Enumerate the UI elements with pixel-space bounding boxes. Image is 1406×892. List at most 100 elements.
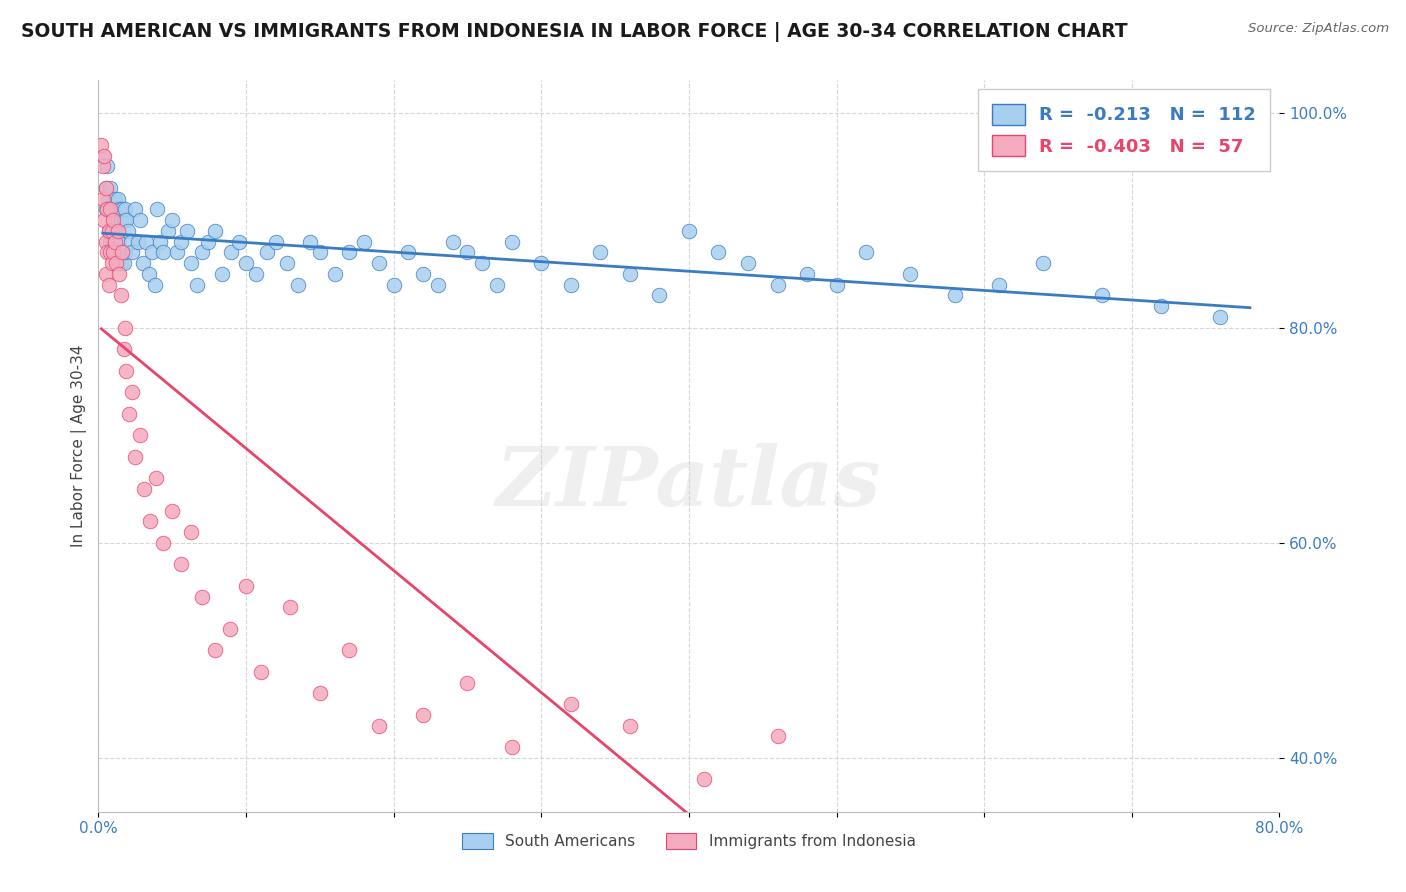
Point <box>256 245 278 260</box>
Point <box>112 213 135 227</box>
Point <box>245 267 267 281</box>
Point <box>111 202 134 217</box>
Point <box>170 235 193 249</box>
Point <box>796 267 818 281</box>
Point <box>105 245 128 260</box>
Point <box>127 235 149 249</box>
Point <box>110 213 132 227</box>
Text: SOUTH AMERICAN VS IMMIGRANTS FROM INDONESIA IN LABOR FORCE | AGE 30-34 CORRELATI: SOUTH AMERICAN VS IMMIGRANTS FROM INDONE… <box>21 22 1128 42</box>
Point <box>398 245 420 260</box>
Point <box>180 524 202 539</box>
Point <box>298 235 321 249</box>
Point <box>149 235 172 249</box>
Point <box>114 245 136 260</box>
Point <box>589 245 612 260</box>
Point <box>287 277 309 292</box>
Point <box>678 224 700 238</box>
Point <box>94 235 117 249</box>
Text: ZIPatlas: ZIPatlas <box>496 442 882 523</box>
Point <box>309 245 332 260</box>
Point <box>94 181 117 195</box>
Point <box>141 245 163 260</box>
Point <box>120 235 142 249</box>
Point <box>97 224 120 238</box>
Point <box>96 202 118 217</box>
Point <box>988 277 1011 292</box>
Point <box>619 719 641 733</box>
Point <box>218 622 240 636</box>
Point <box>105 256 128 270</box>
Point <box>766 730 789 744</box>
Point <box>693 772 716 787</box>
Point <box>1209 310 1232 324</box>
Y-axis label: In Labor Force | Age 30-34: In Labor Force | Age 30-34 <box>72 344 87 548</box>
Point <box>111 245 134 260</box>
Point <box>228 235 250 249</box>
Point <box>145 471 167 485</box>
Point <box>250 665 273 679</box>
Point <box>560 277 582 292</box>
Point <box>96 159 118 173</box>
Point <box>471 256 494 270</box>
Point <box>94 202 117 217</box>
Point <box>104 235 127 249</box>
Point <box>112 256 135 270</box>
Point <box>204 224 226 238</box>
Point <box>855 245 877 260</box>
Point <box>339 245 361 260</box>
Point <box>107 224 129 238</box>
Point <box>170 558 193 572</box>
Point <box>97 192 120 206</box>
Point <box>115 213 138 227</box>
Point <box>111 245 134 260</box>
Point <box>107 192 129 206</box>
Point <box>128 213 150 227</box>
Point <box>156 224 179 238</box>
Point <box>152 245 174 260</box>
Point <box>162 503 183 517</box>
Point <box>90 137 112 152</box>
Point <box>280 600 302 615</box>
Point <box>124 202 146 217</box>
Point <box>412 707 434 722</box>
Point <box>180 256 202 270</box>
Point <box>117 224 139 238</box>
Point <box>166 245 188 260</box>
Point <box>825 277 848 292</box>
Point <box>501 740 523 755</box>
Point <box>486 277 509 292</box>
Point <box>368 719 391 733</box>
Point <box>501 235 523 249</box>
Point <box>132 256 155 270</box>
Point <box>191 590 214 604</box>
Point <box>104 192 127 206</box>
Point <box>128 428 150 442</box>
Text: Source: ZipAtlas.com: Source: ZipAtlas.com <box>1249 22 1389 36</box>
Legend: South Americans, Immigrants from Indonesia: South Americans, Immigrants from Indones… <box>456 827 922 855</box>
Point <box>943 288 966 302</box>
Point <box>94 181 117 195</box>
Point <box>103 245 125 260</box>
Point <box>93 148 115 162</box>
Point <box>103 213 125 227</box>
Point <box>707 245 730 260</box>
Point <box>105 202 128 217</box>
Point <box>91 148 114 162</box>
Point <box>766 277 789 292</box>
Point <box>110 288 132 302</box>
Point <box>197 235 219 249</box>
Point <box>211 267 233 281</box>
Point <box>110 256 132 270</box>
Point <box>135 235 157 249</box>
Point <box>353 235 375 249</box>
Point <box>91 192 114 206</box>
Point <box>121 245 143 260</box>
Point <box>138 267 160 281</box>
Point <box>619 267 641 281</box>
Point <box>162 213 183 227</box>
Point <box>382 277 405 292</box>
Point <box>1091 288 1114 302</box>
Point <box>115 364 138 378</box>
Point <box>118 407 141 421</box>
Point <box>235 256 257 270</box>
